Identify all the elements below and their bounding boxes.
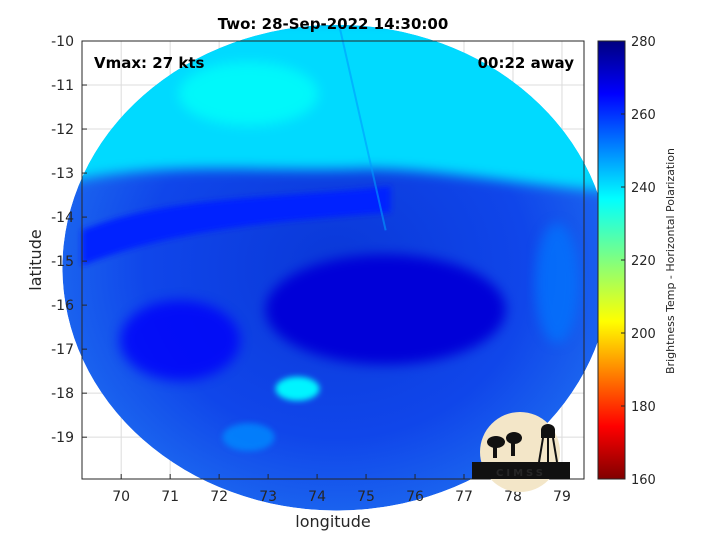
colorbar-tick-label: 220 bbox=[631, 254, 656, 269]
x-tick-label: 78 bbox=[504, 489, 522, 505]
axes-box bbox=[81, 40, 585, 480]
water-tower-icon bbox=[538, 424, 558, 463]
swath-features bbox=[62, 24, 611, 452]
time-away-annotation: 00:22 away bbox=[478, 54, 575, 72]
x-tick-label: 77 bbox=[455, 489, 473, 505]
y-axis-label: latitude bbox=[26, 229, 45, 290]
x-tick-label: 71 bbox=[161, 489, 179, 505]
region-bright-patch bbox=[178, 61, 319, 126]
satellite-dish-icon bbox=[487, 432, 522, 458]
x-tick-label: 74 bbox=[308, 489, 326, 505]
y-axis-ticks: -10 -11 -12 -13 -14 -15 -16 -17 -18 -19 bbox=[51, 34, 87, 446]
region-west-cells bbox=[119, 300, 240, 381]
region-convective-band bbox=[82, 186, 391, 266]
cimss-logo: CIMSS bbox=[472, 412, 570, 492]
colorbar-ticks: 160 180 200 220 240 260 280 bbox=[621, 35, 656, 488]
x-tick-label: 79 bbox=[553, 489, 571, 505]
x-axis-ticks: 70 71 72 73 74 75 76 77 78 79 bbox=[112, 474, 571, 505]
y-tick-label: -10 bbox=[51, 34, 74, 50]
region-storm-core bbox=[265, 254, 506, 365]
colorbar-tick-label: 180 bbox=[631, 400, 656, 415]
chart-title: Two: 28-Sep-2022 14:30:00 bbox=[218, 15, 449, 33]
brightness-temp-swath bbox=[62, 24, 611, 511]
region-south-patch bbox=[222, 423, 275, 452]
x-tick-label: 72 bbox=[210, 489, 228, 505]
colorbar-tick-label: 240 bbox=[631, 181, 656, 196]
vmax-annotation: Vmax: 27 kts bbox=[94, 54, 204, 72]
logo-base bbox=[472, 462, 570, 479]
y-tick-label: -16 bbox=[51, 298, 74, 314]
y-tick-label: -13 bbox=[51, 166, 74, 182]
colorbar-tick-label: 160 bbox=[631, 473, 656, 488]
y-tick-label: -15 bbox=[51, 254, 74, 270]
x-axis-label: longitude bbox=[295, 512, 370, 531]
swath-seam bbox=[338, 24, 387, 231]
x-tick-label: 70 bbox=[112, 489, 130, 505]
colorbar-tick-label: 260 bbox=[631, 108, 656, 123]
x-tick-label: 75 bbox=[357, 489, 375, 505]
region-northern-clear bbox=[62, 24, 611, 191]
x-tick-label: 76 bbox=[406, 489, 424, 505]
y-tick-label: -19 bbox=[51, 430, 74, 446]
colorbar-tick-label: 200 bbox=[631, 327, 656, 342]
region-southern-cells bbox=[275, 376, 320, 401]
x-tick-label: 73 bbox=[259, 489, 277, 505]
colorbar bbox=[597, 40, 626, 480]
colorbar-label: Brightness Temp - Horizontal Polarizatio… bbox=[664, 148, 677, 374]
y-tick-label: -18 bbox=[51, 386, 74, 402]
y-tick-label: -17 bbox=[51, 342, 74, 358]
logo-text: CIMSS bbox=[496, 468, 546, 479]
colorbar-tick-label: 280 bbox=[631, 35, 656, 50]
y-tick-label: -14 bbox=[51, 210, 74, 226]
y-tick-label: -12 bbox=[51, 122, 74, 138]
y-tick-label: -11 bbox=[51, 78, 74, 94]
region-east-edge bbox=[535, 223, 580, 344]
